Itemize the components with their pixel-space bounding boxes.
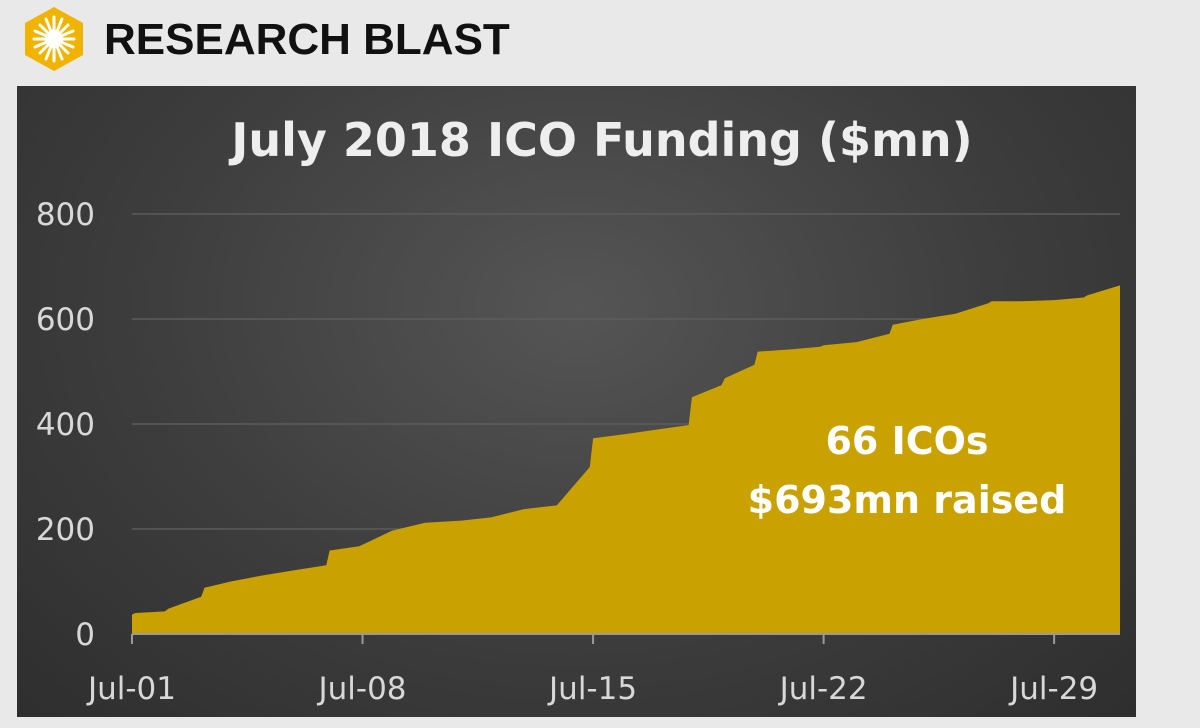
- x-tick-label: Jul-15: [547, 671, 637, 707]
- y-tick-label: 800: [36, 197, 95, 233]
- area-series: [132, 285, 1120, 634]
- sunburst-hexagon-icon: [25, 7, 83, 71]
- annotation-line: 66 ICOs: [825, 419, 988, 463]
- x-axis: Jul-01 Jul-08 Jul-15 Jul-22 Jul-29: [86, 633, 1120, 707]
- chart-annotation: 66 ICOs $693mn raised: [748, 419, 1067, 522]
- area-chart: July 2018 ICO Funding ($mn) 0 200 400 600 80…: [36, 113, 1120, 707]
- x-tick-label: Jul-22: [778, 671, 868, 707]
- annotation-line: $693mn raised: [748, 478, 1067, 522]
- chart-panel: July 2018 ICO Funding ($mn) 0 200 400 600 80…: [17, 86, 1136, 717]
- x-tick-label: Jul-29: [1008, 671, 1098, 707]
- page-header: RESEARCH BLAST: [0, 0, 1200, 84]
- y-tick-label: 600: [36, 302, 95, 338]
- y-tick-label: 200: [36, 512, 95, 548]
- chart-title: July 2018 ICO Funding ($mn): [228, 113, 972, 167]
- y-axis-ticks: 0 200 400 600 800: [36, 197, 95, 653]
- brand-title: RESEARCH BLAST: [104, 15, 510, 64]
- y-tick-label: 0: [75, 617, 95, 653]
- y-tick-label: 400: [36, 407, 95, 443]
- funding-area: [132, 285, 1120, 634]
- x-tick-label: Jul-08: [317, 671, 407, 707]
- x-tick-label: Jul-01: [86, 671, 176, 707]
